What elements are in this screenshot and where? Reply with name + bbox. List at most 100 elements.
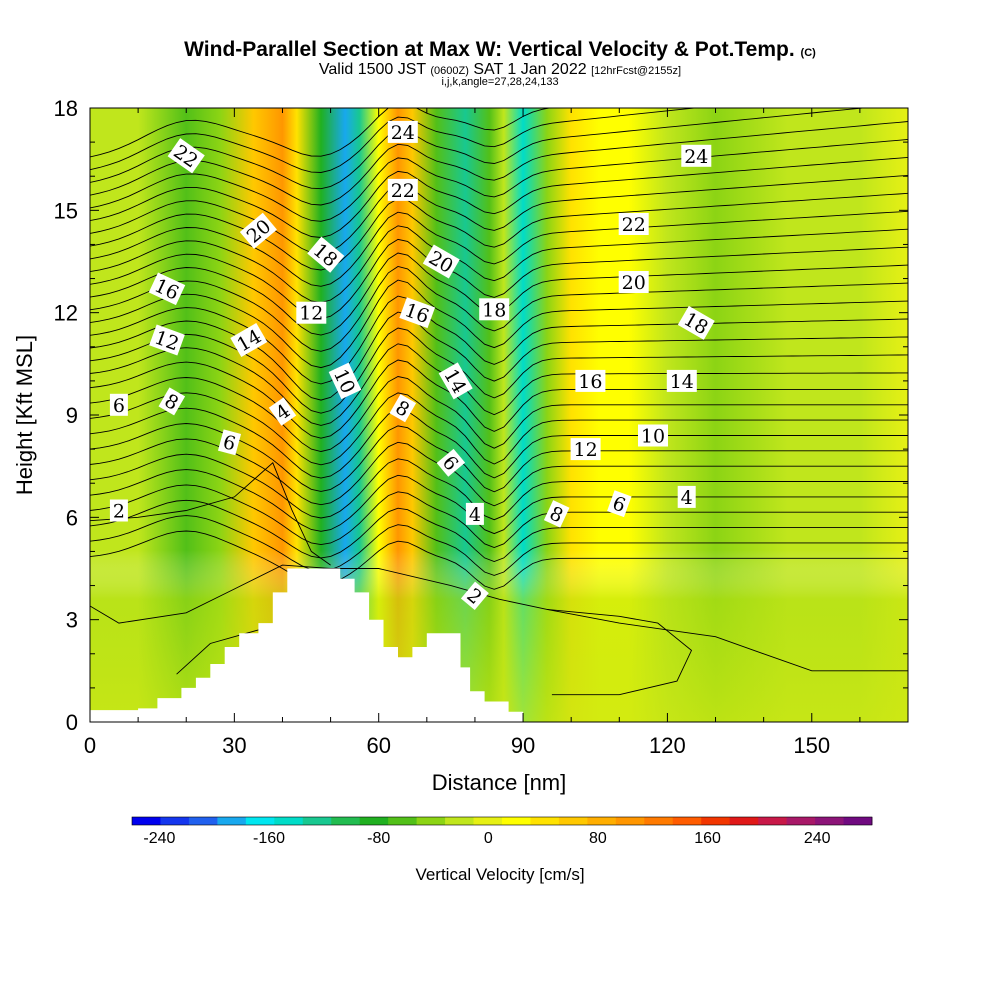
contour-label: 20: [618, 271, 649, 294]
contour-label: 16: [148, 272, 186, 306]
x-axis-label: Distance [nm]: [432, 770, 567, 795]
contour-label-text: 18: [482, 299, 506, 321]
y-axis-label: Height [Kft MSL]: [12, 335, 37, 495]
contour-label: 4: [677, 485, 696, 509]
contour-label: 6: [217, 429, 242, 455]
colorbar-swatch: [615, 817, 645, 825]
isentrope-line: [90, 499, 908, 562]
x-tick-label: 30: [222, 733, 246, 758]
low-level-shading: [90, 108, 908, 722]
isentrope-line: [90, 462, 331, 566]
y-tick-label: 15: [54, 198, 78, 223]
colorbar-swatch: [815, 817, 844, 825]
colorbar-tick-label: -240: [143, 830, 175, 847]
chart-title: Wind-Parallel Section at Max W: Vertical…: [184, 38, 816, 61]
isentrope-lines: [90, 108, 908, 696]
chart-params: i,j,k,angle=27,28,24,133: [441, 76, 559, 88]
isentrope-line: [90, 376, 908, 452]
contour-label-text: 14: [670, 371, 694, 393]
contour-label: 2: [460, 581, 489, 611]
isentrope-line: [90, 192, 908, 271]
isentrope-line: [90, 359, 908, 439]
y-tick-label: 9: [66, 403, 78, 428]
x-tick-label: 90: [511, 733, 535, 758]
y-tick-label: 3: [66, 608, 78, 633]
colorbar-swatch: [331, 817, 361, 825]
contour-label-text: 22: [622, 214, 646, 236]
chart-subtitle: Valid 1500 JST (0600Z) SAT 1 Jan 2022 [1…: [318, 61, 682, 78]
contour-label: 22: [387, 178, 418, 202]
colorbar-tick-label: -80: [367, 830, 390, 847]
contour-label-text: 22: [391, 180, 415, 202]
isentrope-line: [90, 266, 908, 352]
y-tick-label: 6: [66, 505, 78, 530]
contour-label: 22: [618, 213, 649, 236]
copyright-mark: (C): [800, 47, 816, 59]
isentrope-line: [90, 515, 908, 576]
isentrope-line: [90, 392, 908, 466]
contour-label: 18: [479, 298, 510, 321]
contour-label: 24: [387, 120, 418, 144]
isentrope-line: [90, 210, 908, 287]
colorbar-tick-label: 80: [589, 830, 607, 847]
contour-label-text: 12: [299, 303, 323, 325]
isentrope-line: [547, 608, 693, 696]
colorbar-tick-label: 0: [484, 830, 493, 847]
isentrope-line: [90, 327, 908, 414]
isentrope-line: [90, 138, 908, 222]
y-axis: 0 3 6 9 12 15 18: [54, 96, 908, 735]
colorbar-swatch: [217, 817, 247, 825]
contour-label: 20: [422, 244, 460, 279]
contour-label: 14: [666, 369, 697, 393]
colorbar-swatch: [188, 817, 218, 825]
colorbar-swatch: [274, 817, 304, 825]
contour-label-text: 24: [684, 146, 708, 168]
colorbar-tick-label: 160: [694, 830, 721, 847]
colorbar-swatch: [644, 817, 674, 825]
contour-label: 12: [570, 438, 601, 461]
colorbar-swatch: [701, 817, 731, 825]
y-tick-label: 18: [54, 96, 78, 121]
contour-label-text: 12: [574, 439, 598, 461]
contour-label-text: 20: [622, 272, 646, 294]
colorbar-swatch: [587, 817, 617, 825]
y-tick-label: 12: [54, 301, 78, 326]
contour-label: 16: [575, 369, 606, 393]
contour-label: 8: [543, 500, 570, 528]
isentrope-line: [90, 225, 908, 304]
contour-label: 8: [389, 394, 417, 423]
colorbar-label: Vertical Velocity [cm/s]: [415, 865, 584, 884]
contour-label: 10: [638, 424, 668, 448]
colorbar-swatch: [132, 817, 161, 825]
contour-label: 2: [109, 499, 128, 523]
isentrope-line: [90, 174, 908, 255]
contour-label: 6: [436, 448, 466, 477]
colorbar-swatch: [160, 817, 190, 825]
isentrope-line: [90, 238, 908, 320]
x-axis: 0 30 60 90 120 150: [84, 108, 909, 758]
x-tick-label: 120: [649, 733, 686, 758]
colorbar-swatch: [473, 817, 503, 825]
contour-label-text: 16: [578, 371, 602, 393]
isentrope-line: [90, 108, 868, 190]
isentrope-line: [90, 453, 908, 521]
contour-label-text: 6: [113, 395, 125, 417]
colorbar-swatch: [245, 817, 275, 825]
colorbar-swatch: [558, 817, 588, 825]
contour-label-text: 4: [681, 487, 693, 509]
isentrope-line: [90, 484, 908, 548]
isentrope-line: [90, 530, 908, 590]
isentrope-line: [90, 343, 908, 426]
colorbar-swatch: [530, 817, 560, 825]
colorbar: -240 -160 -80 0 80 160 240: [131, 816, 873, 847]
contour-label-text: 24: [391, 122, 415, 144]
colorbar-swatch: [729, 817, 759, 825]
isentrope-line: [90, 156, 908, 238]
isentrope-line: [90, 407, 908, 479]
isentrope-line: [90, 108, 552, 158]
contour-label: 6: [109, 393, 128, 417]
colorbar-swatch: [359, 817, 389, 825]
colorbar-tick-label: 240: [804, 830, 831, 847]
